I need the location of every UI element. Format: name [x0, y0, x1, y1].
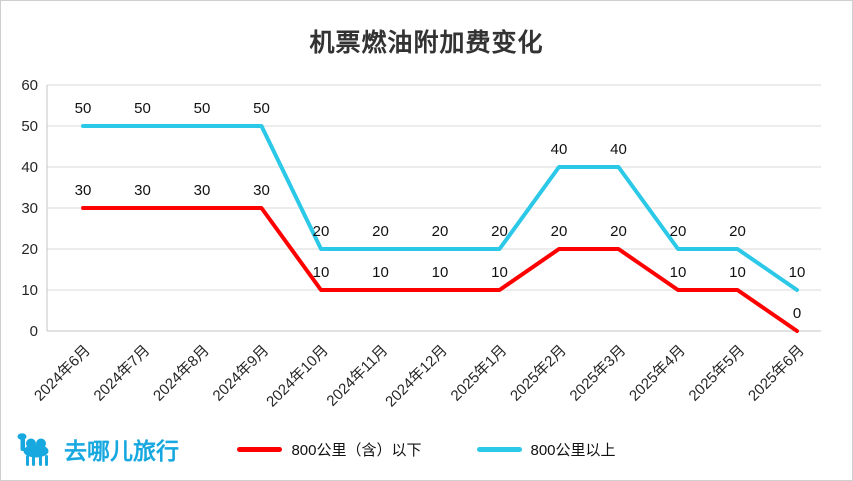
series-line-1: [81, 124, 799, 292]
x-axis-tick-label: 2024年7月: [91, 342, 154, 405]
x-axis-tick-label: 2025年2月: [507, 342, 570, 405]
x-axis-tick-label: 2024年10月: [263, 342, 332, 411]
x-axis-tick-label: 2024年11月: [323, 342, 391, 410]
data-label: 20: [610, 223, 627, 240]
data-label: 50: [194, 100, 211, 117]
y-axis-tick-label: 50: [21, 118, 38, 135]
data-label: 20: [551, 223, 568, 240]
data-label: 40: [610, 141, 627, 158]
x-axis-tick-label: 2024年6月: [31, 342, 94, 405]
x-axis-tick-label: 2025年6月: [745, 342, 808, 405]
legend-label: 800公里以上: [530, 442, 616, 459]
data-label: 30: [194, 182, 211, 199]
data-label: 40: [551, 141, 568, 158]
data-label: 10: [670, 264, 687, 281]
y-axis-tick-label: 0: [30, 323, 38, 340]
data-label: 10: [372, 264, 389, 281]
data-label: 30: [75, 182, 92, 199]
data-label: 20: [432, 223, 449, 240]
data-label: 0: [793, 305, 801, 322]
data-label: 20: [491, 223, 508, 240]
y-axis-tick-label: 20: [21, 241, 38, 258]
x-axis-tick-label: 2025年1月: [448, 342, 511, 405]
data-label: 10: [432, 264, 449, 281]
data-label: 10: [491, 264, 508, 281]
legend-label: 800公里（含）以下: [291, 442, 422, 459]
x-axis-tick-label: 2024年12月: [382, 342, 451, 411]
camel-icon: [17, 433, 49, 466]
legend-swatch: [237, 447, 283, 452]
x-axis-tick-label: 2024年8月: [150, 342, 213, 405]
brand-logo: 去哪儿旅行: [15, 430, 179, 468]
data-label: 10: [313, 264, 330, 281]
chart-title: 机票燃油附加费变化: [309, 29, 544, 57]
data-label: 20: [313, 223, 330, 240]
x-axis-tick-label: 2025年4月: [626, 342, 689, 405]
data-label: 30: [134, 182, 151, 199]
data-label: 20: [372, 223, 389, 240]
data-label: 20: [670, 223, 687, 240]
y-axis-tick-label: 30: [21, 200, 38, 217]
x-axis-tick-label: 2024年9月: [210, 342, 273, 405]
y-axis-tick-label: 60: [21, 77, 38, 94]
y-axis-tick-label: 40: [21, 159, 38, 176]
legend-item: 800公里以上: [476, 439, 616, 460]
data-label: 50: [134, 100, 151, 117]
data-label: 10: [729, 264, 746, 281]
series-line-0: [81, 206, 799, 333]
data-label: 10: [789, 264, 806, 281]
data-label: 20: [729, 223, 746, 240]
brand-logo-text: 去哪儿旅行: [64, 438, 179, 464]
chart-legend: 800公里（含）以下 800公里以上: [1, 439, 852, 460]
x-axis-tick-label: 2025年5月: [686, 342, 749, 405]
data-label: 30: [253, 182, 270, 199]
legend-item: 800公里（含）以下: [237, 439, 422, 460]
data-label: 50: [253, 100, 270, 117]
legend-swatch: [476, 447, 522, 452]
x-axis-tick-label: 2025年3月: [567, 342, 630, 405]
y-axis-tick-label: 10: [21, 282, 38, 299]
data-label: 50: [75, 100, 92, 117]
